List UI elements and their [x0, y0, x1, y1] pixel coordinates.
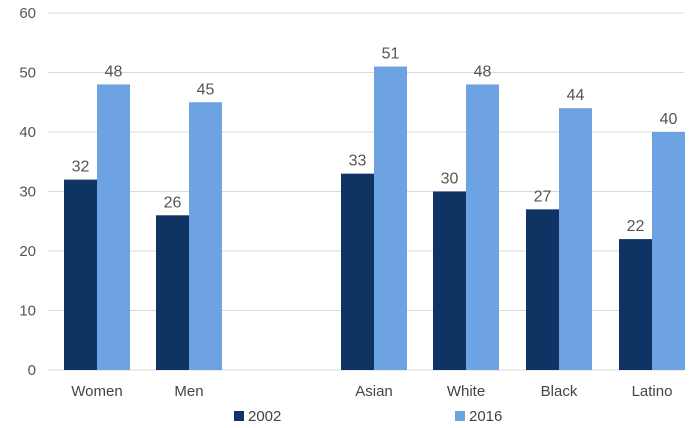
bar-asian-2016 [374, 66, 407, 371]
data-label: 26 [164, 194, 182, 211]
data-label: 45 [197, 81, 215, 98]
data-labels: 32 48 26 45 33 51 30 48 27 44 22 40 [72, 46, 678, 236]
bar-women-2002 [64, 179, 97, 370]
x-tick-label: Black [541, 383, 578, 400]
y-tick-label: 30 [19, 184, 36, 201]
data-label: 22 [627, 218, 645, 235]
x-axis-ticks: Women Men Asian White Black Latino [71, 383, 672, 400]
data-label: 51 [382, 46, 400, 63]
bar-black-2002 [526, 209, 559, 370]
y-axis-ticks: 0 10 20 30 40 50 60 [19, 5, 36, 379]
data-label: 27 [534, 188, 552, 205]
legend-label: 2016 [469, 408, 502, 425]
y-tick-label: 50 [19, 65, 36, 82]
bar-white-2016 [466, 84, 499, 371]
data-label: 33 [349, 153, 367, 170]
bar-men-2016 [189, 102, 222, 370]
data-label: 48 [105, 63, 123, 80]
y-tick-label: 0 [28, 362, 36, 379]
y-tick-label: 20 [19, 243, 36, 260]
data-label: 48 [474, 63, 492, 80]
x-tick-label: White [447, 383, 485, 400]
y-tick-label: 10 [19, 303, 36, 320]
legend-swatch [455, 411, 465, 421]
bar-black-2016 [559, 108, 592, 370]
bar-latino-2002 [619, 239, 652, 370]
bar-women-2016 [97, 84, 130, 371]
bar-white-2002 [433, 191, 466, 370]
data-label: 40 [660, 111, 678, 128]
x-tick-label: Women [71, 383, 122, 400]
y-tick-label: 60 [19, 5, 36, 22]
y-tick-label: 40 [19, 124, 36, 141]
bar-men-2002 [156, 215, 189, 370]
data-label: 30 [441, 171, 459, 188]
bar-latino-2016 [652, 132, 685, 370]
legend: 2002 2016 [234, 408, 502, 425]
legend-label: 2002 [248, 408, 281, 425]
x-tick-label: Men [174, 383, 203, 400]
x-tick-label: Asian [355, 383, 393, 400]
data-label: 32 [72, 159, 90, 176]
x-tick-label: Latino [632, 383, 673, 400]
data-label: 44 [567, 87, 585, 104]
bars [64, 66, 685, 371]
bar-asian-2002 [341, 173, 374, 370]
legend-swatch [234, 411, 244, 421]
